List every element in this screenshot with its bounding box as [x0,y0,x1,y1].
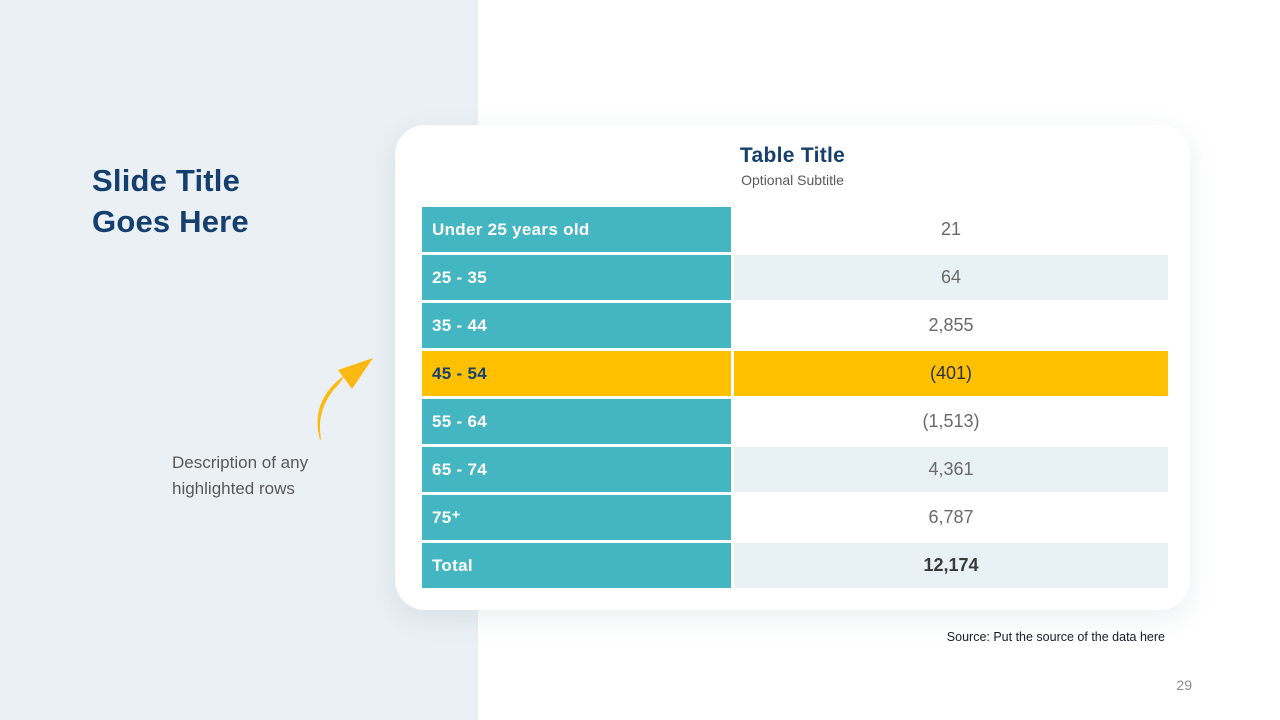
table-title: Table Title [739,144,846,167]
table-row: 55 - 64 (1,513) [422,399,1168,444]
row-value-cell: 4,361 [734,447,1168,492]
row-label-cell: 55 - 64 [422,399,731,444]
row-label-cell: 45 - 54 [422,351,731,396]
curved-arrow-icon [300,352,380,444]
row-value-cell: 2,855 [734,303,1168,348]
highlight-description-line2: highlighted rows [172,479,295,498]
row-value-cell: (401) [734,351,1168,396]
slide-title-line1: Slide Title [92,163,241,198]
data-table: Under 25 years old 21 25 - 35 64 35 - 44… [422,207,1168,591]
source-note: Source: Put the source of the data here [946,630,1165,644]
table-row: 35 - 44 2,855 [422,303,1168,348]
row-label-cell: Under 25 years old [422,207,731,252]
table-card: Table Title Optional Subtitle Under 25 y… [395,125,1190,610]
table-row: 65 - 74 4,361 [422,447,1168,492]
row-label-cell: 65 - 74 [422,447,731,492]
slide-title: Slide Title Goes Here [92,160,392,242]
row-value-cell: 12,174 [734,543,1168,588]
table-row: 25 - 35 64 [422,255,1168,300]
slide-title-line2: Goes Here [92,204,249,239]
row-value-cell: 6,787 [734,495,1168,540]
table-row: 75⁺ 6,787 [422,495,1168,540]
row-label-cell: 75⁺ [422,495,731,540]
table-row: 45 - 54 (401) [422,351,1168,396]
row-value-cell: 21 [734,207,1168,252]
row-label-cell: Total [422,543,731,588]
highlight-description-line1: Description of any [172,453,309,472]
row-value-cell: (1,513) [734,399,1168,444]
row-label-cell: 35 - 44 [422,303,731,348]
highlight-description: Description of any highlighted rows [172,450,362,502]
table-row: Under 25 years old 21 [422,207,1168,252]
page-number: 29 [1176,677,1192,693]
table-row: Total 12,174 [422,543,1168,588]
row-value-cell: 64 [734,255,1168,300]
row-label-cell: 25 - 35 [422,255,731,300]
table-subtitle: Optional Subtitle [741,172,844,188]
